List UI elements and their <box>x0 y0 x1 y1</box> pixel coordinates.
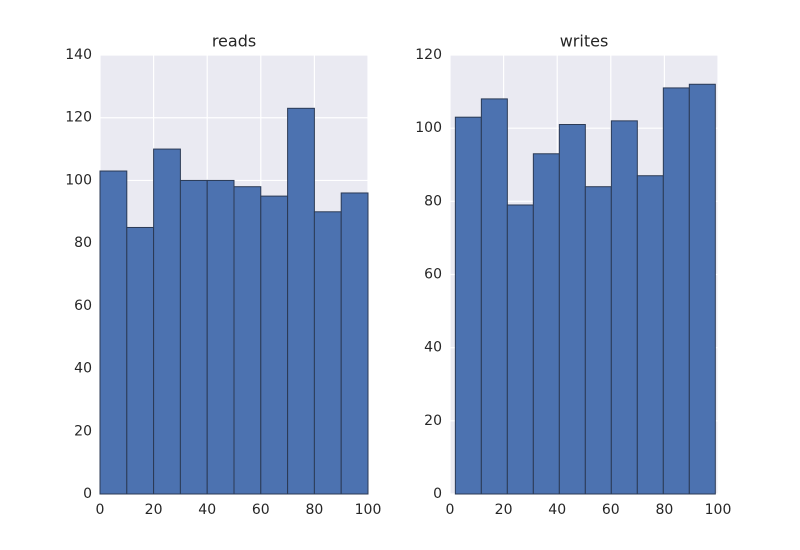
y-tick-label: 0 <box>433 486 442 502</box>
y-tick-label: 20 <box>74 423 92 439</box>
bar <box>636 175 664 495</box>
bar <box>662 87 690 495</box>
bar <box>584 186 612 495</box>
x-tick-label: 40 <box>548 502 566 518</box>
x-tick-label: 100 <box>355 502 382 518</box>
bar <box>454 116 482 495</box>
y-tick-label: 100 <box>65 172 92 188</box>
y-tick-label: 140 <box>65 47 92 63</box>
x-tick-label: 60 <box>602 502 620 518</box>
y-tick-label: 120 <box>65 110 92 126</box>
bar <box>480 98 508 495</box>
bar <box>340 192 369 495</box>
x-tick-label: 0 <box>446 502 455 518</box>
x-tick-label: 20 <box>145 502 163 518</box>
x-tick-label: 0 <box>96 502 105 518</box>
bar <box>610 120 638 495</box>
bar <box>260 195 289 495</box>
bar <box>153 148 181 495</box>
y-tick-label: 40 <box>424 340 442 356</box>
bar <box>99 170 128 495</box>
y-tick-label: 60 <box>74 298 92 314</box>
bar <box>179 179 208 495</box>
bar <box>532 153 560 495</box>
x-tick-label: 80 <box>655 502 673 518</box>
bar <box>233 186 262 495</box>
x-tick-label: 80 <box>305 502 323 518</box>
y-tick-label: 20 <box>424 413 442 429</box>
x-tick-label: 20 <box>495 502 513 518</box>
y-tick-label: 40 <box>74 361 92 377</box>
bar <box>688 83 716 495</box>
chart-title: writes <box>560 32 609 51</box>
y-tick-label: 100 <box>415 120 442 136</box>
y-tick-label: 120 <box>415 47 442 63</box>
y-tick-label: 60 <box>424 267 442 283</box>
bar <box>287 107 315 495</box>
bar <box>558 124 586 495</box>
x-tick-label: 100 <box>705 502 732 518</box>
x-tick-label: 60 <box>252 502 270 518</box>
bar <box>313 211 342 495</box>
bar <box>506 204 534 495</box>
x-tick-label: 40 <box>198 502 216 518</box>
y-tick-label: 80 <box>424 193 442 209</box>
bar <box>206 179 235 495</box>
chart-title: reads <box>212 32 256 51</box>
y-tick-label: 0 <box>83 486 92 502</box>
bar <box>126 226 155 495</box>
y-tick-label: 80 <box>74 235 92 251</box>
